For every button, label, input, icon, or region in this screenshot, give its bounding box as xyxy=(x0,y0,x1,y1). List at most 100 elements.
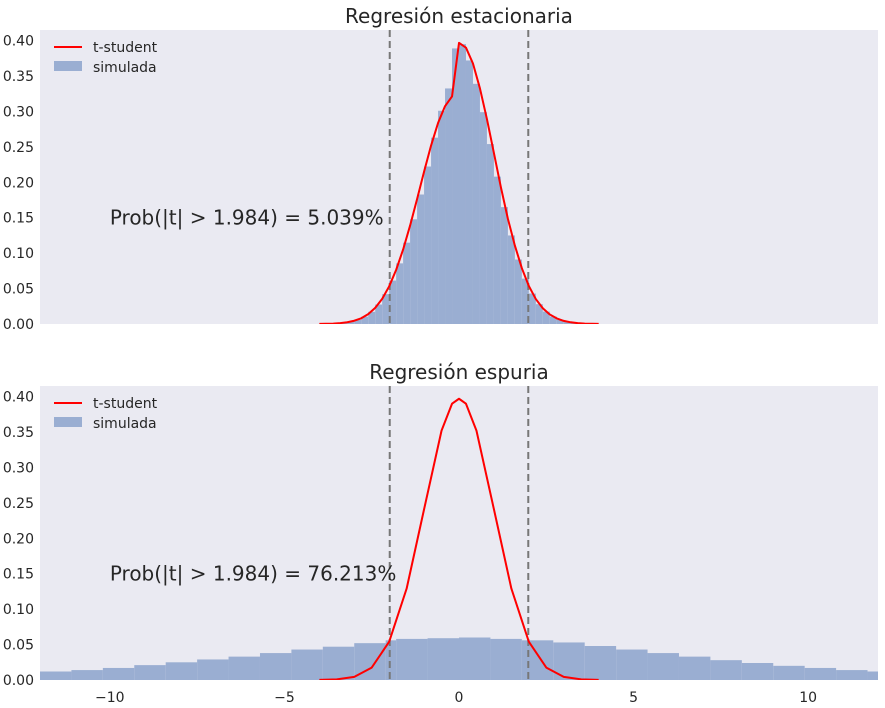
histogram-bar xyxy=(445,88,453,324)
histogram-bar xyxy=(197,659,229,680)
histogram-bar xyxy=(500,207,508,324)
histogram-bar xyxy=(773,665,805,680)
histogram-bar xyxy=(347,321,355,324)
histogram-bar xyxy=(368,311,376,324)
histogram-bar xyxy=(804,667,837,680)
histogram-bar xyxy=(382,294,390,324)
x-tick-label: 0 xyxy=(455,690,464,706)
histogram-bar xyxy=(678,656,711,680)
histogram-bar xyxy=(259,653,292,680)
histogram-bar xyxy=(427,638,459,680)
y-tick-label: 0.30 xyxy=(3,104,34,120)
y-tick-label: 0.35 xyxy=(3,425,34,441)
histogram-bar xyxy=(134,665,166,680)
histogram-bar xyxy=(542,311,550,324)
legend-label-t-student: t-student xyxy=(93,396,158,412)
legend: t-student simulada xyxy=(54,396,158,432)
chart-title: Regresión estacionaria xyxy=(345,4,573,28)
plot-content xyxy=(40,386,878,680)
histogram-bar xyxy=(836,670,868,680)
histogram-bar xyxy=(459,44,466,324)
y-tick-label: 0.05 xyxy=(3,638,34,654)
y-tick-label: 0.15 xyxy=(3,211,34,227)
panel-regresion-estacionaria: 0.00 0.05 0.10 0.15 0.20 0.25 0.30 0.35 0.40 Regr… xyxy=(3,4,878,333)
legend-patch-swatch xyxy=(54,417,82,427)
y-tick-label: 0.00 xyxy=(3,673,34,689)
chart-title: Regresión espuria xyxy=(369,360,548,384)
y-tick-label: 0.25 xyxy=(3,496,34,512)
histogram-bar xyxy=(403,242,411,324)
histogram-bar xyxy=(438,110,446,324)
legend-label-simulada: simulada xyxy=(93,60,157,76)
histogram-bar xyxy=(452,48,459,324)
plot-content xyxy=(319,30,599,324)
plot-area xyxy=(40,386,878,680)
y-tick-label: 0.20 xyxy=(3,175,34,191)
y-tick-label: 0.25 xyxy=(3,140,34,156)
y-tick-label: 0.30 xyxy=(3,460,34,476)
histogram-bar xyxy=(431,137,439,324)
histogram-bar xyxy=(228,656,260,680)
histogram-bar xyxy=(563,321,571,324)
legend-label-simulada: simulada xyxy=(93,416,157,432)
histogram-bar xyxy=(584,645,617,680)
histogram-bar xyxy=(479,112,487,324)
histogram-bar xyxy=(710,660,742,680)
probability-annotation: Prob(|t| > 1.984) = 5.039% xyxy=(110,206,384,230)
histogram-bar xyxy=(165,662,198,680)
t-student-line xyxy=(319,397,599,680)
legend-patch-swatch xyxy=(54,61,82,71)
x-tick-label: −5 xyxy=(274,690,295,706)
y-tick-label: 0.05 xyxy=(3,282,34,298)
histogram-bar xyxy=(486,144,494,324)
legend: t-student simulada xyxy=(54,40,158,76)
legend-label-t-student: t-student xyxy=(93,40,158,56)
x-tick-label: −10 xyxy=(95,690,125,706)
histogram-bar xyxy=(375,304,383,324)
y-tick-label: 0.20 xyxy=(3,531,34,547)
histogram-bar xyxy=(465,60,473,324)
y-tick-label: 0.15 xyxy=(3,567,34,583)
histogram-bar xyxy=(528,293,536,324)
histogram-bar xyxy=(647,653,679,680)
y-tick-label: 0.10 xyxy=(3,246,34,262)
histogram-bar xyxy=(102,667,135,680)
histogram-bar xyxy=(424,166,432,324)
histogram-bar xyxy=(535,304,543,324)
t-student-line xyxy=(319,41,599,324)
histogram-bar xyxy=(493,176,501,324)
x-tick-label: 5 xyxy=(629,690,638,706)
histogram-bar xyxy=(521,278,529,324)
histogram-bar xyxy=(354,319,362,324)
probability-annotation: Prob(|t| > 1.984) = 76.213% xyxy=(110,562,397,586)
histogram-bar xyxy=(410,219,418,324)
histogram-bar xyxy=(549,316,557,324)
histogram-bar xyxy=(459,637,491,680)
y-tick-label: 0.40 xyxy=(3,34,34,50)
histogram-bar xyxy=(291,649,323,680)
histogram-bar xyxy=(322,646,355,680)
y-tick-label: 0.35 xyxy=(3,69,34,85)
histogram-bar xyxy=(396,638,428,680)
x-tick-label: 10 xyxy=(799,690,817,706)
histogram-bar xyxy=(396,263,404,324)
histogram-bar xyxy=(507,235,515,324)
histogram-bar xyxy=(40,671,72,680)
histogram-bar xyxy=(385,640,397,680)
y-tick-label: 0.40 xyxy=(3,390,34,406)
histogram-bar xyxy=(361,316,369,324)
histogram-bar xyxy=(71,670,103,680)
y-tick-label: 0.10 xyxy=(3,602,34,618)
histogram-bar xyxy=(867,671,878,680)
histogram-bar xyxy=(616,649,648,680)
histogram-bar xyxy=(741,662,774,680)
panel-regresion-espuria: 0.00 0.05 0.10 0.15 0.20 0.25 0.30 0.35 0.40 −10 −… xyxy=(3,360,878,706)
histogram-bar xyxy=(490,638,522,680)
histogram-bar xyxy=(389,280,397,324)
histogram-bar xyxy=(417,194,425,324)
histogram-bar xyxy=(472,83,480,324)
histogram-bar xyxy=(514,259,522,324)
histogram-bar xyxy=(521,640,554,680)
y-tick-label: 0.00 xyxy=(3,317,34,333)
